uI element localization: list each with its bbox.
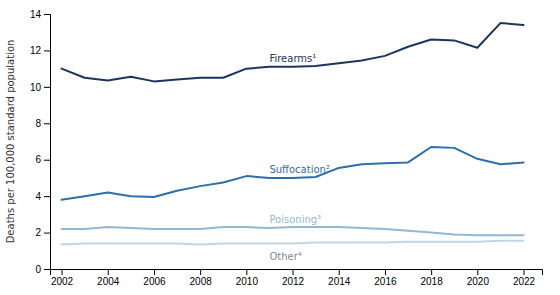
tick: 0 [35,264,50,275]
chart: 2002200420062008201020122014201620182020… [0,0,560,295]
tick: 2012 [282,269,305,287]
tick: 2004 [97,269,120,287]
tick-mark [524,269,525,275]
tick: 2002 [51,269,74,287]
tick: 8 [35,118,50,129]
x-axis-line [51,270,543,276]
tick: 2022 [513,269,536,287]
tick-mark [339,269,340,275]
tick: 2020 [467,269,490,287]
tick-mark [44,87,50,88]
series-label: Suffocation² [269,164,329,175]
tick-label: 0 [35,264,41,275]
tick: 6 [35,154,50,165]
tick: 12 [30,45,50,56]
tick-mark [200,269,201,275]
tick-label: 2008 [190,276,213,287]
lines [62,23,524,244]
tick-mark [44,123,50,124]
tick: 10 [30,82,50,93]
tick-mark [293,269,294,275]
series-line [62,147,524,200]
tick: 2018 [421,269,444,287]
tick-label: 4 [35,191,41,202]
tick-label: 6 [35,154,41,165]
y-axis: 0 2 4 6 8 10 12 14 [30,9,51,275]
tick: 14 [30,9,50,20]
tick: 4 [35,191,50,202]
tick-label: 2016 [374,276,397,287]
tick-label: 14 [30,9,42,20]
series-label: Other⁴ [269,251,301,262]
tick-label: 2 [35,227,41,238]
y-axis-line [44,15,51,270]
tick-label: 2022 [513,276,536,287]
tick-label: 2004 [97,276,120,287]
tick-mark [44,233,50,234]
series-label: Firearms¹ [269,53,316,64]
x-axis: 2002 2004 2006 2008 2010 2012 2014 2016 2018 2020… [51,269,543,287]
tick-mark [431,269,432,275]
series-label: Poisoning³ [269,214,321,225]
tick-mark [385,269,386,275]
series-line [62,23,524,81]
series-line [62,241,524,245]
tick-label: 2006 [143,276,166,287]
tick: 2 [35,227,50,238]
tick-mark [62,269,63,275]
tick-mark [44,50,50,51]
tick-mark [44,269,50,270]
tick-label: 8 [35,118,41,129]
series-line [62,227,524,235]
tick-label: 2014 [328,276,351,287]
tick-mark [246,269,247,275]
tick-mark [44,14,50,15]
tick: 2010 [236,269,259,287]
tick-label: 2002 [51,276,74,287]
tick-mark [477,269,478,275]
tick: 2006 [143,269,166,287]
tick-mark [44,196,50,197]
tick-mark [154,269,155,275]
tick-label: 2020 [467,276,490,287]
tick-mark [44,160,50,161]
tick-label: 12 [30,45,42,56]
tick: 2014 [328,269,351,287]
tick: 2016 [374,269,397,287]
tick-label: 2010 [236,276,259,287]
tick-label: 2012 [282,276,305,287]
tick: 2008 [190,269,213,287]
tick-label: 10 [30,82,42,93]
plot: 2002200420062008201020122014201620182020… [5,9,543,287]
y-axis-title: Deaths per 100,000 standard population [5,40,16,244]
series-labels: Firearms¹ Suffocation² Poisoning³ Other⁴ [269,53,329,262]
tick-mark [108,269,109,275]
tick-label: 2018 [421,276,444,287]
